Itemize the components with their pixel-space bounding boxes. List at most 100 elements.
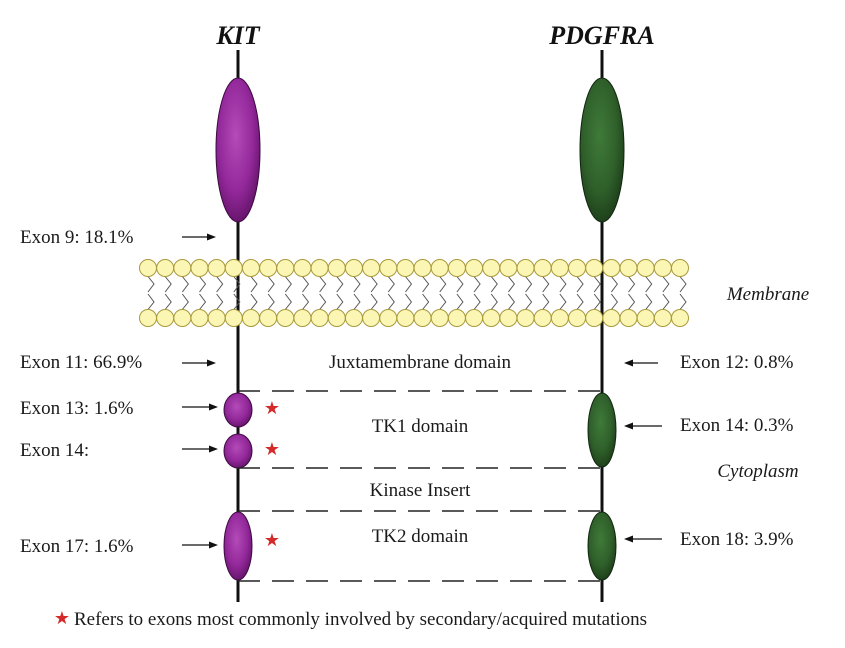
lipid-head	[636, 309, 655, 327]
tk2-label: TK2 domain	[372, 526, 469, 547]
kit-exon13-arrow	[182, 403, 218, 411]
lipid-head	[327, 259, 346, 277]
lipid-head	[585, 259, 604, 277]
juxtamembrane-label: Juxtamembrane domain	[329, 352, 512, 373]
lipid-head	[327, 309, 346, 327]
pdgfra-exon18-domain	[587, 511, 617, 581]
lipid-head	[482, 259, 501, 277]
domain-boundaries	[238, 390, 602, 582]
lipid-head	[190, 259, 209, 277]
pdgfra-exon12-arrow	[624, 359, 658, 367]
kit-exon17-arrow	[182, 541, 218, 549]
lipid-head	[259, 309, 278, 327]
lipid-head	[379, 259, 398, 277]
kinase-insert-label: Kinase Insert	[370, 480, 471, 501]
lipid-head	[224, 259, 243, 277]
lipid-head	[671, 309, 689, 327]
kit-exon9-arrow	[182, 233, 216, 241]
kit-exon13-label: Exon 13: 1.6%	[20, 398, 134, 419]
lipid-head	[413, 259, 432, 277]
lipid-head	[173, 309, 192, 327]
lipid-head	[293, 259, 312, 277]
kit-title: KIT	[215, 21, 260, 50]
lipid-head	[156, 259, 175, 277]
lipid-head	[362, 259, 381, 277]
kit-exon14-label: Exon 14:	[20, 440, 89, 461]
kit-exon11-arrow	[182, 359, 216, 367]
kit-exon17-label: Exon 17: 1.6%	[20, 536, 134, 557]
lipid-head	[190, 309, 209, 327]
lipid-head	[499, 309, 518, 327]
lipid-head	[293, 309, 312, 327]
lipid-head	[447, 259, 466, 277]
pdgfra-extracellular-domain	[579, 77, 625, 223]
kit-exon11-label: Exon 11: 66.9%	[20, 352, 142, 373]
lipid-head	[139, 259, 157, 277]
kit-exon14-domain	[223, 433, 253, 469]
pdgfra-title: PDGFRA	[548, 21, 654, 50]
membrane-label: Membrane	[726, 284, 809, 305]
lipid-head	[499, 259, 518, 277]
lipid-head	[396, 259, 415, 277]
lipid-head	[653, 309, 672, 327]
pdgfra-exon18-label: Exon 18: 3.9%	[680, 529, 794, 550]
pdgfra-exon14-domain	[587, 392, 617, 468]
lipid-head	[430, 309, 449, 327]
lipid-head	[396, 309, 415, 327]
lipid-head	[550, 309, 569, 327]
pdgfra-exon14-arrow	[624, 422, 662, 430]
lipid-head	[413, 309, 432, 327]
lipid-head	[482, 309, 501, 327]
lipid-head	[585, 309, 604, 327]
kit-exon14-arrow	[182, 445, 218, 453]
lipid-head	[310, 309, 329, 327]
lipid-head	[259, 259, 278, 277]
lipid-head	[636, 259, 655, 277]
lipid-head	[653, 259, 672, 277]
lipid-head	[516, 259, 535, 277]
lipid-head	[241, 259, 260, 277]
lipid-head	[224, 309, 243, 327]
lipid-head	[447, 309, 466, 327]
kit-exon9-label: Exon 9: 18.1%	[20, 227, 134, 248]
pdgfra-exon14-label: Exon 14: 0.3%	[680, 415, 794, 436]
lipid-head	[207, 309, 226, 327]
lipid-head	[276, 259, 295, 277]
lipid-head	[241, 309, 260, 327]
lipid-tails	[147, 276, 687, 310]
lipid-head	[379, 309, 398, 327]
lipid-head	[602, 259, 621, 277]
lipid-head	[516, 309, 535, 327]
lipid-head	[173, 259, 192, 277]
lipid-head	[156, 309, 175, 327]
pdgfra-exon12-label: Exon 12: 0.8%	[680, 352, 794, 373]
lipid-head	[671, 259, 689, 277]
kit-extracellular-domain	[215, 77, 261, 223]
pdgfra-exon18-arrow	[624, 535, 662, 543]
lipid-head	[344, 259, 363, 277]
lipid-head	[430, 259, 449, 277]
lipid-head	[310, 259, 329, 277]
cytoplasm-label: Cytoplasm	[717, 461, 798, 482]
lipid-head	[619, 309, 638, 327]
lipid-head	[550, 259, 569, 277]
lipid-head	[207, 259, 226, 277]
star-icon: ★	[264, 530, 280, 550]
star-icon: ★	[264, 439, 280, 459]
kit-exon13-domain	[223, 392, 253, 428]
kit-exon17-domain	[223, 511, 253, 581]
lipid-head	[344, 309, 363, 327]
lipid-head	[619, 259, 638, 277]
footnote-star-icon: ★	[54, 608, 70, 628]
lipid-head	[276, 309, 295, 327]
lipid-head	[465, 309, 484, 327]
lipid-head	[568, 309, 587, 327]
lipid-head	[568, 259, 587, 277]
membrane-bilayer	[139, 259, 689, 327]
lipid-head	[602, 309, 621, 327]
lipid-head	[533, 309, 552, 327]
lipid-head	[139, 309, 157, 327]
lipid-head	[362, 309, 381, 327]
star-icon: ★	[264, 398, 280, 418]
